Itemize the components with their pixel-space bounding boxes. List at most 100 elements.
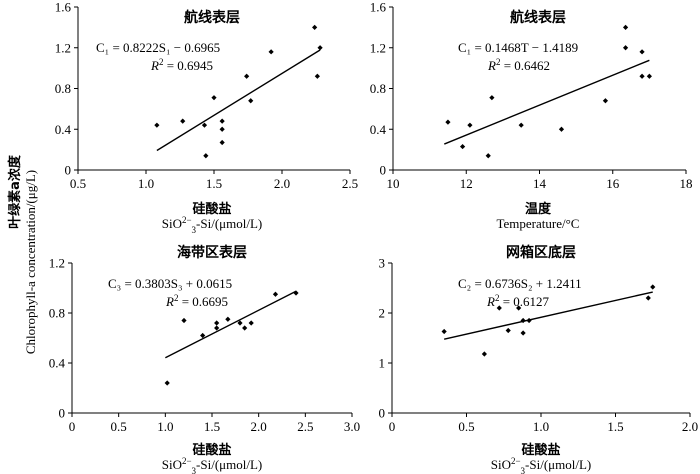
x-tick-label: 1.0: [138, 176, 154, 191]
data-point: [445, 119, 451, 125]
x-tick-label: 2.0: [251, 419, 267, 434]
y-tick-label: 0.8: [55, 81, 71, 96]
data-point: [489, 95, 495, 101]
x-tick-label: 0: [69, 419, 76, 434]
y-tick-label: 1.2: [370, 40, 386, 55]
data-point: [459, 143, 466, 150]
data-point: [481, 351, 487, 357]
data-point: [214, 320, 220, 326]
trend-line: [444, 59, 650, 145]
data-point: [164, 380, 170, 386]
x-axis-label-cn: 温度: [525, 201, 552, 217]
data-point: [203, 153, 209, 159]
data-point: [237, 320, 243, 326]
y-tick-label: 1.2: [49, 256, 65, 271]
y-tick-label: 0.4: [370, 122, 387, 137]
data-point: [622, 24, 629, 30]
y-tick-label: 0.8: [370, 81, 386, 96]
x-axis-label-cn: 硅酸盐: [192, 442, 231, 458]
data-point: [242, 325, 248, 331]
data-point: [314, 73, 320, 79]
data-point: [520, 330, 526, 336]
data-point: [211, 95, 217, 101]
shared-y-label: 叶绿素a浓度 Chlorophyll-a concentration/(μg/L…: [7, 154, 38, 354]
data-point: [219, 118, 225, 124]
x-axis-label-cn: 硅酸盐: [192, 201, 231, 217]
r-squared: R2 = 0.6127: [486, 293, 550, 309]
data-point: [518, 122, 524, 128]
x-tick-label: 1.0: [157, 419, 173, 434]
x-tick-label: 1.5: [204, 419, 220, 434]
y-tick-label: 1.6: [370, 0, 387, 15]
y-tick-label: 1: [379, 356, 386, 371]
x-tick-label: 3.0: [344, 419, 360, 434]
x-tick-label: 2.5: [342, 176, 358, 191]
data-point: [219, 126, 225, 132]
x-tick-label: 0.5: [70, 176, 86, 191]
x-tick-label: 2.0: [274, 176, 290, 191]
data-point: [496, 305, 502, 311]
y-label-cn: 叶绿素a浓度: [7, 154, 23, 229]
y-tick-label: 1.6: [55, 0, 72, 15]
x-tick-label: 1.5: [607, 419, 623, 434]
regression-equation: C₁ = 0.8222S₁ − 0.6965: [96, 40, 220, 55]
trend-line: [156, 49, 321, 152]
r-squared: R2 = 0.6462: [487, 57, 550, 73]
x-tick-label: 1.5: [206, 176, 222, 191]
data-point: [639, 73, 645, 79]
y-tick-label: 2: [379, 306, 386, 321]
regression-equation: C₃ = 0.3803S₃ + 0.0615: [108, 276, 232, 291]
data-point: [181, 317, 187, 324]
y-tick-label: 0: [65, 163, 72, 178]
panel-chl-vs-temperature-route: 10 12 14 16 18 0 0.4 0.8 1.2 1.6 航线表层 C₁ = 0.1468…: [370, 0, 693, 231]
x-tick-label: 0.5: [458, 419, 474, 434]
data-point: [602, 98, 609, 104]
panel-title: 网箱区底层: [506, 244, 576, 261]
x-tick-label: 0.5: [111, 419, 127, 434]
data-point: [622, 45, 629, 51]
data-point: [516, 305, 522, 311]
y-tick-label: 0: [59, 406, 66, 421]
data-point: [225, 316, 231, 322]
x-axis-label-unit: SiO2−3-Si/(μmol/L): [162, 215, 263, 235]
data-point: [646, 73, 652, 79]
data-point: [272, 291, 279, 297]
x-tick-label: 10: [387, 176, 400, 191]
regression-equation: C₂ = 0.6736S₂ + 1.2411: [458, 276, 582, 291]
y-tick-label: 3: [379, 256, 386, 271]
panel-chl-vs-silicate-route: 0.5 1.0 1.5 2.0 2.5 0 0.4 0.8 1.2 1.6 航线表层 C₁ = 0…: [55, 0, 358, 235]
data-point: [526, 317, 532, 324]
x-tick-label: 14: [533, 176, 547, 191]
data-point: [520, 317, 526, 324]
data-point: [650, 284, 656, 290]
data-point: [219, 139, 225, 146]
x-tick-label: 16: [606, 176, 620, 191]
panel-title: 海带区表层: [177, 244, 247, 261]
regression-equation: C₁ = 0.1468T − 1.4189: [458, 40, 578, 55]
data-point: [180, 118, 186, 124]
data-point: [293, 290, 299, 296]
data-point: [558, 126, 565, 132]
x-tick-label: 1.0: [533, 419, 549, 434]
y-tick-label: 0.4: [49, 356, 66, 371]
r-squared: R2 = 0.6945: [150, 57, 213, 73]
data-point: [248, 98, 254, 104]
data-point: [485, 153, 491, 159]
data-point: [639, 49, 645, 55]
y-tick-label: 0: [380, 163, 387, 178]
data-point: [200, 332, 206, 339]
x-tick-label: 0: [389, 419, 396, 434]
r-squared: R2 = 0.6695: [165, 293, 228, 309]
x-axis-label-en: Temperature/°C: [497, 216, 580, 231]
x-tick-label: 12: [460, 176, 473, 191]
data-point: [312, 24, 318, 30]
x-axis-label-unit: SiO2−3-Si/(μmol/L): [162, 456, 263, 474]
y-tick-label: 0.8: [49, 306, 65, 321]
data-point: [467, 122, 473, 128]
x-tick-label: 2.0: [682, 419, 698, 434]
x-tick-label: 18: [680, 176, 693, 191]
panel-chl-vs-silicate-kelp: 0 0.5 1.0 1.5 2.0 2.5 3.0 0 0.4 0.8 1.2 海带区表层 C₃ =…: [49, 244, 360, 474]
trend-line: [165, 290, 297, 359]
y-label-en: Chlorophyll-a concentration/(μg/L): [23, 170, 38, 354]
